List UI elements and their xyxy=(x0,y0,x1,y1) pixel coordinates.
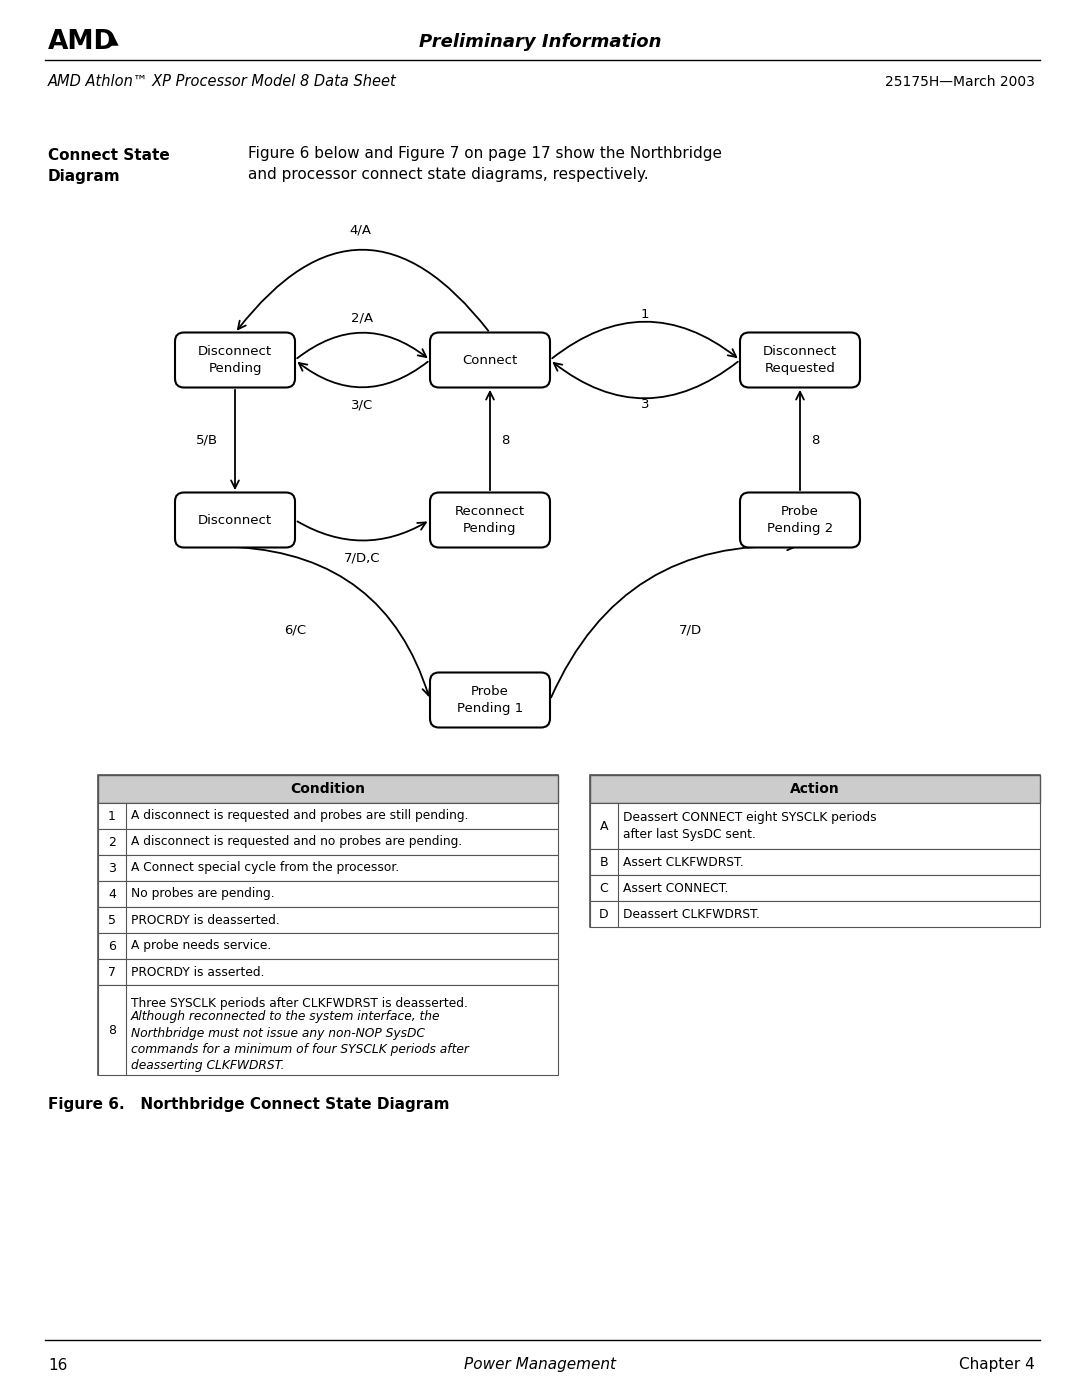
Text: 8: 8 xyxy=(811,433,820,447)
FancyBboxPatch shape xyxy=(98,907,558,933)
Text: ▲: ▲ xyxy=(108,32,119,46)
FancyBboxPatch shape xyxy=(175,332,295,387)
Text: PROCRDY is asserted.: PROCRDY is asserted. xyxy=(131,965,265,978)
Text: 7: 7 xyxy=(108,965,116,978)
FancyBboxPatch shape xyxy=(740,332,860,387)
Text: AMD Athlon™ XP Processor Model 8 Data Sheet: AMD Athlon™ XP Processor Model 8 Data Sh… xyxy=(48,74,396,89)
FancyBboxPatch shape xyxy=(590,775,1040,928)
Text: A Connect special cycle from the processor.: A Connect special cycle from the process… xyxy=(131,862,400,875)
Text: 1: 1 xyxy=(108,809,116,823)
Text: 7/D: 7/D xyxy=(678,623,702,637)
Text: Deassert CLKFWDRST.: Deassert CLKFWDRST. xyxy=(623,908,760,921)
Text: Preliminary Information: Preliminary Information xyxy=(419,34,661,52)
Text: Figure 6 below and Figure 7 on page 17 show the Northbridge
and processor connec: Figure 6 below and Figure 7 on page 17 s… xyxy=(248,147,723,182)
FancyBboxPatch shape xyxy=(98,958,558,985)
Text: Assert CONNECT.: Assert CONNECT. xyxy=(623,882,729,894)
Text: 1: 1 xyxy=(640,309,649,321)
FancyBboxPatch shape xyxy=(98,775,558,1076)
FancyBboxPatch shape xyxy=(98,775,558,803)
Text: 4: 4 xyxy=(108,887,116,901)
Text: Probe
Pending 2: Probe Pending 2 xyxy=(767,504,833,535)
FancyBboxPatch shape xyxy=(740,493,860,548)
FancyBboxPatch shape xyxy=(98,855,558,882)
FancyBboxPatch shape xyxy=(590,803,1040,849)
FancyBboxPatch shape xyxy=(98,933,558,958)
Text: PROCRDY is deasserted.: PROCRDY is deasserted. xyxy=(131,914,280,926)
Text: 2: 2 xyxy=(108,835,116,848)
Text: 25175H—March 2003: 25175H—March 2003 xyxy=(886,75,1035,89)
FancyBboxPatch shape xyxy=(98,803,558,828)
Text: 5: 5 xyxy=(108,914,116,926)
Text: Disconnect
Pending: Disconnect Pending xyxy=(198,345,272,374)
Text: 2/A: 2/A xyxy=(351,312,374,324)
FancyBboxPatch shape xyxy=(98,828,558,855)
FancyBboxPatch shape xyxy=(590,901,1040,928)
Text: 16: 16 xyxy=(48,1358,67,1372)
FancyBboxPatch shape xyxy=(430,672,550,728)
FancyBboxPatch shape xyxy=(590,875,1040,901)
Text: A disconnect is requested and probes are still pending.: A disconnect is requested and probes are… xyxy=(131,809,469,823)
Text: Connect: Connect xyxy=(462,353,517,366)
Text: Chapter 4: Chapter 4 xyxy=(959,1358,1035,1372)
Text: Three SYSCLK periods after CLKFWDRST is deasserted.: Three SYSCLK periods after CLKFWDRST is … xyxy=(131,997,468,1010)
FancyBboxPatch shape xyxy=(590,775,1040,803)
Text: A probe needs service.: A probe needs service. xyxy=(131,940,271,953)
Text: D: D xyxy=(599,908,609,921)
Text: No probes are pending.: No probes are pending. xyxy=(131,887,274,901)
FancyBboxPatch shape xyxy=(430,493,550,548)
Text: Connect State
Diagram: Connect State Diagram xyxy=(48,148,170,184)
Text: 8: 8 xyxy=(501,433,509,447)
Text: Assert CLKFWDRST.: Assert CLKFWDRST. xyxy=(623,855,744,869)
Text: C: C xyxy=(599,882,608,894)
Text: AMD: AMD xyxy=(48,29,117,54)
Text: Condition: Condition xyxy=(291,782,365,796)
Text: Figure 6.   Northbridge Connect State Diagram: Figure 6. Northbridge Connect State Diag… xyxy=(48,1098,449,1112)
Text: 5/B: 5/B xyxy=(195,433,218,447)
Text: Power Management: Power Management xyxy=(464,1358,616,1372)
FancyBboxPatch shape xyxy=(98,985,558,1076)
Text: Deassert CONNECT eight SYSCLK periods
after last SysDC sent.: Deassert CONNECT eight SYSCLK periods af… xyxy=(623,812,877,841)
Text: Although reconnected to the system interface, the
Northbridge must not issue any: Although reconnected to the system inter… xyxy=(131,1010,469,1073)
Text: Probe
Pending 1: Probe Pending 1 xyxy=(457,685,523,715)
Text: 3: 3 xyxy=(108,862,116,875)
Text: Disconnect: Disconnect xyxy=(198,514,272,527)
Text: Action: Action xyxy=(791,782,840,796)
Text: Disconnect
Requested: Disconnect Requested xyxy=(762,345,837,374)
Text: 3: 3 xyxy=(640,398,649,412)
Text: 6: 6 xyxy=(108,940,116,953)
Text: 8: 8 xyxy=(108,1024,116,1037)
FancyBboxPatch shape xyxy=(98,882,558,907)
Text: 3/C: 3/C xyxy=(351,398,374,412)
FancyBboxPatch shape xyxy=(175,493,295,548)
Text: A disconnect is requested and no probes are pending.: A disconnect is requested and no probes … xyxy=(131,835,462,848)
Text: 6/C: 6/C xyxy=(284,623,306,637)
Text: 7/D,C: 7/D,C xyxy=(345,552,381,564)
Text: B: B xyxy=(599,855,608,869)
FancyBboxPatch shape xyxy=(590,849,1040,875)
Text: 4/A: 4/A xyxy=(349,224,372,236)
Text: A: A xyxy=(599,820,608,833)
FancyBboxPatch shape xyxy=(430,332,550,387)
Text: Reconnect
Pending: Reconnect Pending xyxy=(455,504,525,535)
